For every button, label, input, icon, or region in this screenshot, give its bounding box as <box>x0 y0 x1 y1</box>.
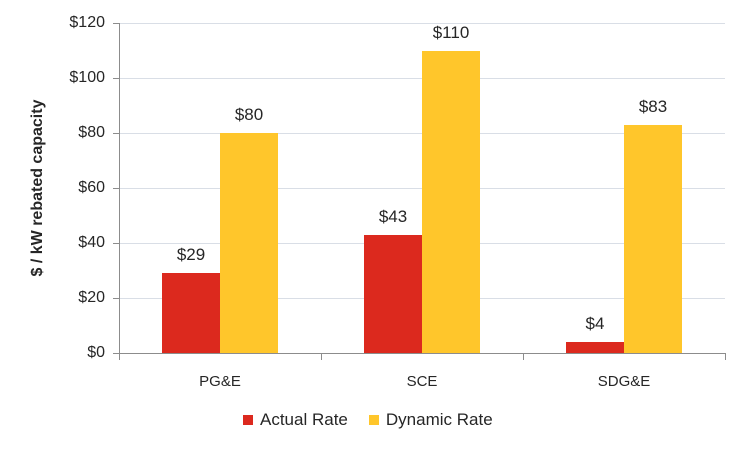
data-label: $80 <box>234 105 264 124</box>
bar-dynamic-rate <box>624 125 682 353</box>
legend-swatch-icon <box>243 415 253 425</box>
y-tick-mark <box>113 188 119 189</box>
legend-swatch-icon <box>368 415 379 425</box>
y-tick-label: $20 <box>78 289 105 306</box>
legend-item: Actual Rate <box>243 410 348 430</box>
x-tick-mark <box>321 353 322 360</box>
y-tick-mark <box>113 298 119 299</box>
x-tick-mark <box>725 353 726 360</box>
y-tick-mark <box>113 78 119 79</box>
x-tick-mark <box>523 353 524 360</box>
x-axis-line <box>113 353 726 354</box>
y-tick-label: $40 <box>78 234 105 251</box>
bar-actual-rate <box>162 273 220 353</box>
y-tick-mark <box>113 23 119 24</box>
data-label: $43 <box>378 207 408 226</box>
y-axis-title: $ / kW rebated capacity <box>29 99 46 277</box>
bar-actual-rate <box>364 235 422 353</box>
y-tick-label: $60 <box>78 179 105 196</box>
data-label: $83 <box>638 97 668 116</box>
x-category-label: SDG&E <box>597 373 651 390</box>
bar-dynamic-rate <box>220 133 278 353</box>
y-tick-mark <box>113 133 119 134</box>
gridline <box>119 23 725 24</box>
legend-label: Actual Rate <box>260 410 348 429</box>
y-tick-label: $100 <box>69 69 105 86</box>
bar-actual-rate <box>566 342 624 353</box>
x-category-label: PG&E <box>199 373 241 390</box>
legend-item: Dynamic Rate <box>368 410 493 430</box>
y-axis-line <box>119 23 120 360</box>
data-label: $29 <box>176 245 206 264</box>
x-tick-mark <box>119 353 120 360</box>
y-tick-label: $80 <box>78 124 105 141</box>
y-tick-label: $0 <box>87 344 105 361</box>
legend: Actual Rate Dynamic Rate <box>243 410 514 430</box>
y-tick-mark <box>113 243 119 244</box>
y-tick-label: $120 <box>69 14 105 31</box>
bar-dynamic-rate <box>422 51 480 354</box>
data-label: $110 <box>432 23 470 42</box>
data-label: $4 <box>585 314 605 333</box>
legend-label: Dynamic Rate <box>385 410 493 429</box>
x-category-label: SCE <box>406 373 438 390</box>
